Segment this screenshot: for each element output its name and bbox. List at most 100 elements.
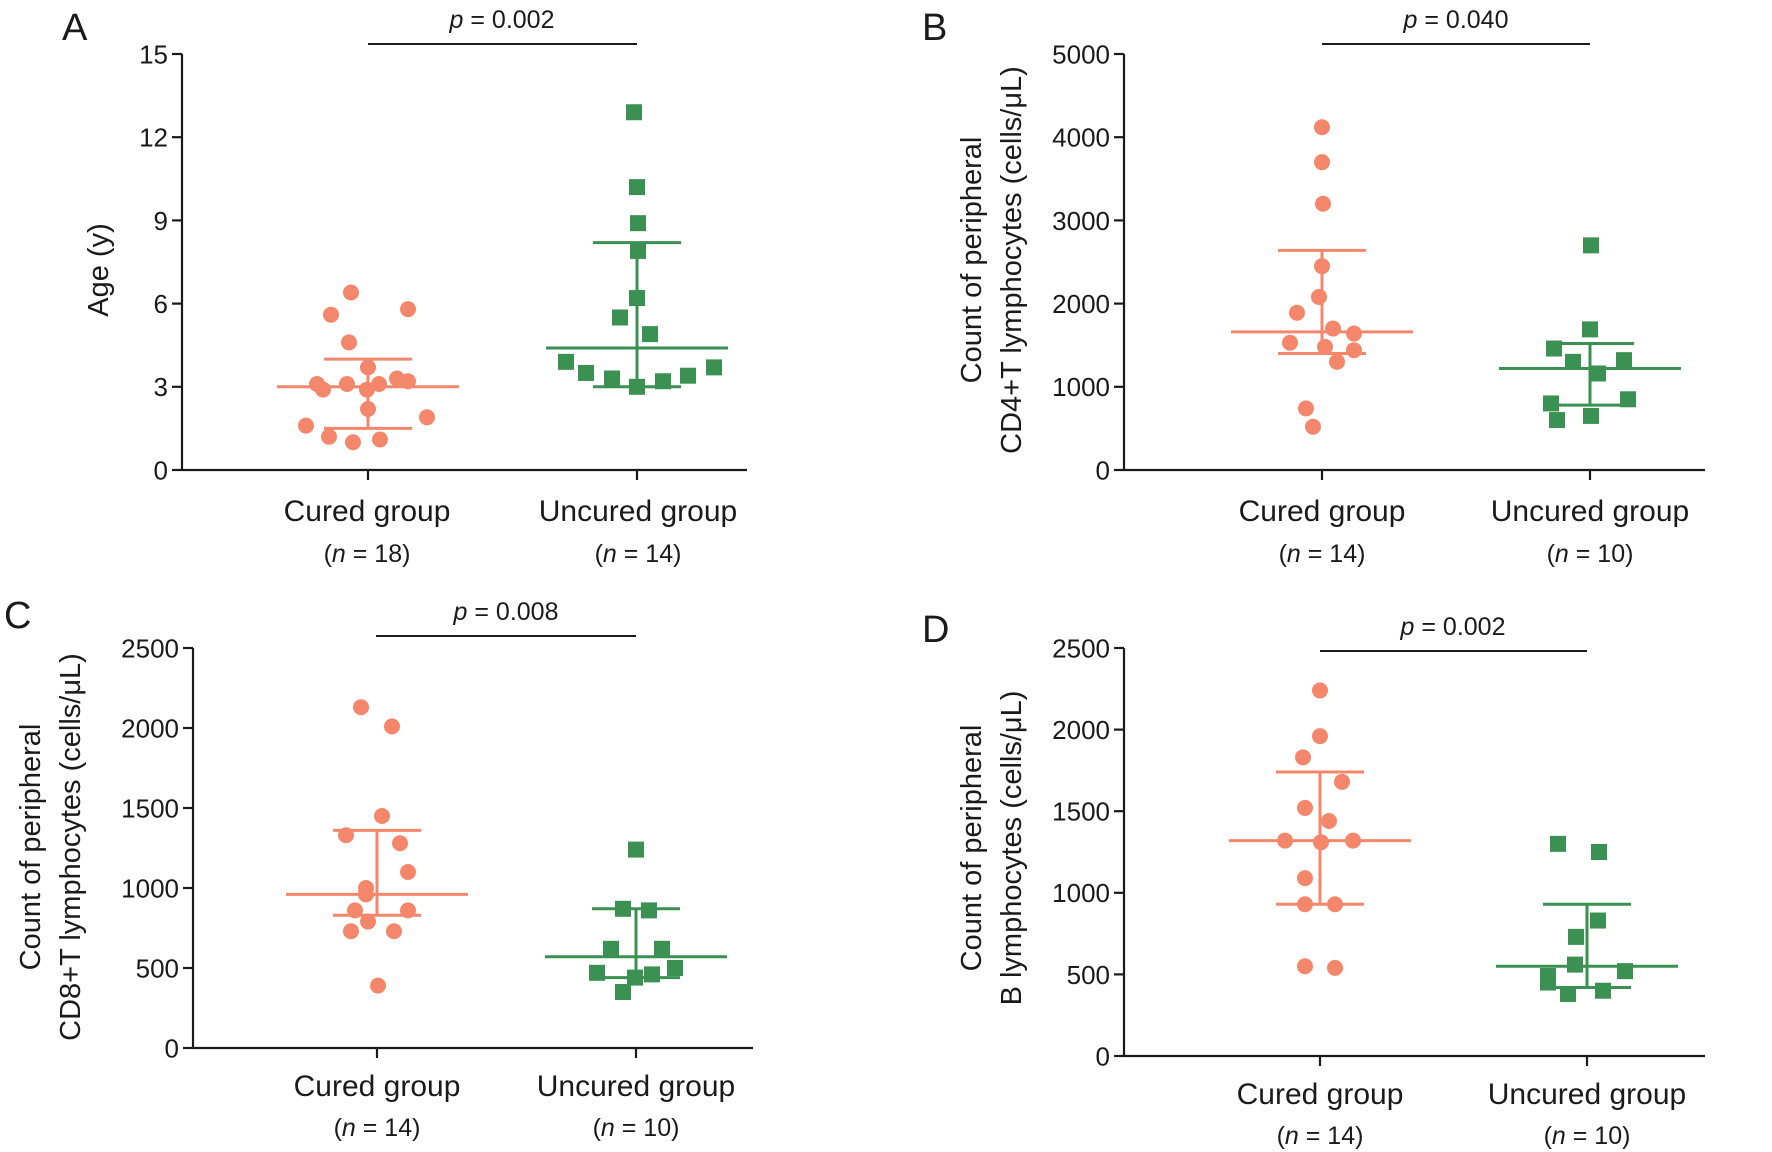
y-axis-title-line-1: Count of peripheral xyxy=(15,724,47,971)
data-point-circle xyxy=(353,699,369,716)
p-value-label: p = 0.040 xyxy=(1403,6,1509,34)
data-point-circle xyxy=(400,301,416,318)
data-point-square xyxy=(706,359,722,376)
data-point-square xyxy=(558,353,574,370)
data-point-square xyxy=(655,373,671,390)
data-point-circle xyxy=(371,376,387,393)
data-point-circle xyxy=(341,334,357,351)
y-tick-label: 2500 xyxy=(121,633,179,663)
y-axis-title: Count of peripheral CD4+T lymphocytes (c… xyxy=(956,66,1028,454)
data-point-square xyxy=(1616,352,1632,369)
n-label-cured: (n = 18) xyxy=(324,540,411,568)
data-point-circle xyxy=(400,373,416,390)
y-axis-title-line-1: Count of peripheral xyxy=(956,137,988,384)
category-label-uncured: Uncured group xyxy=(1491,495,1689,528)
p-value-label: p = 0.002 xyxy=(449,6,555,34)
category-label-cured: Cured group xyxy=(1237,1078,1404,1111)
y-tick-label: 4000 xyxy=(1052,123,1110,153)
data-point-circle xyxy=(298,417,314,434)
data-point-square xyxy=(667,960,683,976)
n-label-uncured: (n = 10) xyxy=(593,1114,680,1142)
y-axis-title: Age (y) xyxy=(83,223,115,316)
y-tick-label: 2000 xyxy=(121,713,179,743)
data-point-circle xyxy=(1311,288,1327,305)
data-point-circle xyxy=(1346,342,1362,359)
panel-letter: A xyxy=(62,7,88,49)
significance-bracket: p = 0.040 xyxy=(1322,6,1590,45)
data-point-circle xyxy=(1289,304,1305,321)
data-point-square xyxy=(630,215,646,232)
data-point-square xyxy=(578,364,594,381)
y-tick-label: 9 xyxy=(154,206,168,236)
data-point-square xyxy=(1620,391,1636,408)
data-point-circle xyxy=(400,864,416,880)
axes: 0 500 1000 1500 2000 2500 xyxy=(1052,633,1705,1071)
y-axis-title-line-1: Count of peripheral xyxy=(956,725,988,972)
data-point-circle xyxy=(360,913,376,930)
error-bars xyxy=(277,241,728,430)
data-point-circle xyxy=(1297,870,1313,887)
data-point-square xyxy=(627,969,643,986)
y-tick-label: 500 xyxy=(136,953,179,983)
data-point-circle xyxy=(372,431,388,448)
data-point-square xyxy=(1583,407,1599,424)
data-point-circle xyxy=(1329,353,1345,370)
data-point-square xyxy=(604,370,620,387)
data-point-circle xyxy=(1321,812,1337,829)
data-point-circle xyxy=(1346,325,1362,342)
y-axis-title-line-2: CD8+T lymphocytes (cells/μL) xyxy=(55,653,87,1041)
significance-bracket: p = 0.008 xyxy=(376,598,636,637)
y-tick-label: 15 xyxy=(139,39,168,69)
category-labels: Cured group Uncured group (n = 14) (n = … xyxy=(294,1070,736,1142)
p-value-label: p = 0.008 xyxy=(453,598,559,626)
error-bars xyxy=(1229,770,1678,989)
data-point-square xyxy=(1590,365,1606,382)
data-point-circle xyxy=(339,376,355,393)
significance-bracket: p = 0.002 xyxy=(368,6,637,45)
y-tick-label: 0 xyxy=(1096,455,1110,485)
data-point-square xyxy=(1595,982,1611,999)
data-point-circle xyxy=(1277,832,1293,849)
y-tick-label: 1500 xyxy=(121,793,179,823)
data-point-square xyxy=(612,309,628,326)
data-point-square xyxy=(680,367,696,384)
y-tick-label: 1000 xyxy=(1052,878,1110,908)
data-point-circle xyxy=(358,886,374,903)
category-label-cured: Cured group xyxy=(284,495,451,528)
y-tick-label: 2500 xyxy=(1052,633,1110,663)
data-point-circle xyxy=(321,428,337,445)
data-point-circle xyxy=(323,306,339,323)
data-point-circle xyxy=(1313,834,1329,851)
data-point-square xyxy=(615,984,631,1000)
data-point-square xyxy=(626,104,642,121)
y-axis-title: Count of peripheral CD8+T lymphocytes (c… xyxy=(15,653,87,1041)
panel-d: D Count of peripheral B lymphocytes (cel… xyxy=(922,609,1705,1150)
panel-letter: B xyxy=(922,7,947,49)
category-labels: Cured group Uncured group (n = 14) (n = … xyxy=(1239,495,1690,568)
y-tick-label: 6 xyxy=(154,289,168,319)
panel-letter: D xyxy=(922,609,949,651)
n-label-uncured: (n = 14) xyxy=(595,540,682,568)
data-point-circle xyxy=(1298,400,1314,417)
n-label-uncured: (n = 10) xyxy=(1544,1122,1631,1150)
data-point-circle xyxy=(1317,338,1333,355)
data-point-square xyxy=(1546,340,1562,357)
data-point-square xyxy=(589,964,605,981)
data-point-circle xyxy=(343,923,359,940)
data-point-square xyxy=(641,902,657,919)
data-point-circle xyxy=(1314,154,1330,171)
data-point-square xyxy=(1617,963,1633,980)
n-label-cured: (n = 14) xyxy=(334,1114,421,1142)
category-label-cured: Cured group xyxy=(294,1070,461,1103)
y-tick-label: 12 xyxy=(139,123,168,153)
data-point-square xyxy=(629,378,645,395)
data-point-circle xyxy=(359,381,375,398)
data-point-square xyxy=(1582,321,1598,338)
data-point-square xyxy=(615,900,631,917)
data-point-square xyxy=(629,290,645,307)
data-point-square xyxy=(628,841,644,858)
data-point-square xyxy=(644,966,660,983)
data-point-square xyxy=(630,242,646,259)
data-points xyxy=(1282,119,1636,435)
